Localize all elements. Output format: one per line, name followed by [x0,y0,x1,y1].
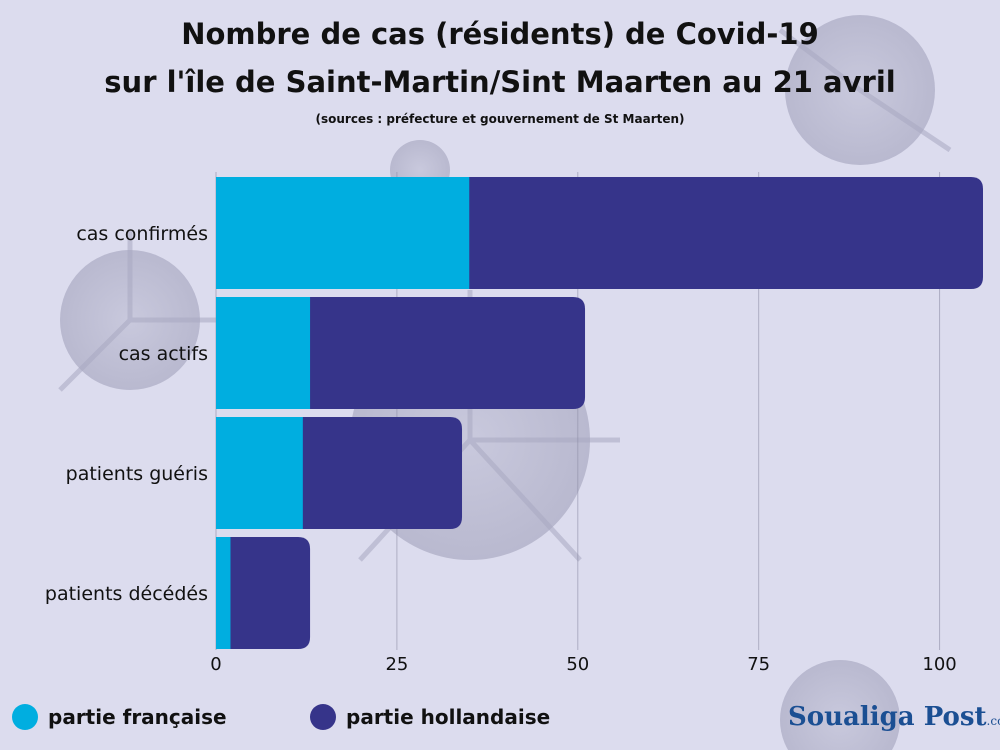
legend-swatch-french [12,704,38,730]
category-label-patients-decedes: patients décédés [45,583,208,605]
legend-swatch-dutch [310,704,336,730]
category-label-patients-gueris: patients guéris [66,463,208,485]
bar-dutch-patients-decedes [228,537,311,649]
chart-title-line-1: Nombre de cas (résidents) de Covid-19 [181,17,819,51]
logo-suffix: .com [986,714,1000,728]
x-tick-label-0: 0 [210,654,221,675]
x-tick-label-75: 75 [747,654,770,675]
bar-french-cas-confirmes [216,177,470,289]
bar-dutch-patients-gueris [300,417,463,529]
legend-item-french: partie française [12,704,227,730]
bar-dutch-cas-actifs [308,297,586,409]
bar-french-patients-decedes [216,537,231,649]
logo-name: Soualiga Post [788,702,987,732]
legend-label-dutch: partie hollandaise [346,705,551,729]
bar-french-patients-gueris [216,417,303,529]
category-labels: cas confirmés cas actifs patients guéris pa… [45,223,208,605]
chart-subtitle: (sources : préfecture et gouvernement de… [315,112,685,126]
bar-french-cas-actifs [216,297,311,409]
x-tick-labels: 0 25 50 75 100 [210,654,956,675]
category-label-cas-confirmes: cas confirmés [76,223,208,245]
legend-label-french: partie française [48,705,227,729]
x-tick-label-25: 25 [385,654,408,675]
chart-title-line-2: sur l'île de Saint-Martin/Sint Maarten a… [104,65,896,99]
x-tick-label-50: 50 [566,654,589,675]
legend-item-dutch: partie hollandaise [310,704,550,730]
soualiga-post-logo: Soualiga Post.com [788,702,1000,732]
x-tick-label-100: 100 [922,654,956,675]
category-label-cas-actifs: cas actifs [119,343,208,365]
bars [216,177,983,649]
bar-dutch-cas-confirmes [467,177,983,289]
